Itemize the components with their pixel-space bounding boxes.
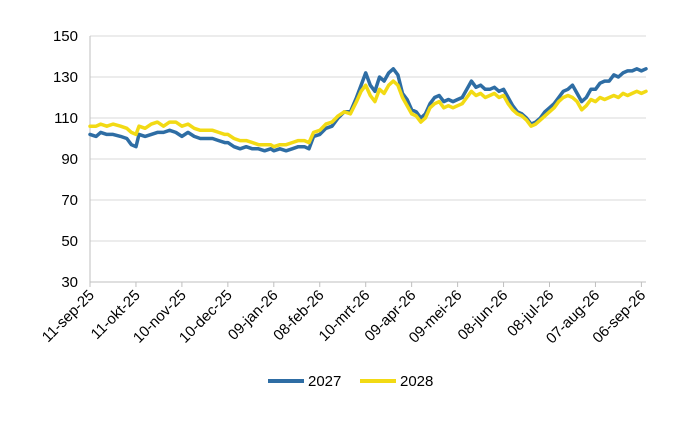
- y-tick-label: 110: [54, 110, 78, 127]
- axes: 3050709011013015011-sep-2511-okt-2510-no…: [39, 28, 649, 347]
- legend-label: 2027: [308, 373, 341, 390]
- y-tick-label: 150: [53, 28, 78, 45]
- series-line-2027: [88, 67, 648, 153]
- y-tick-label: 90: [61, 151, 78, 168]
- gridlines: [90, 35, 646, 242]
- series-lines: [88, 67, 648, 153]
- x-tick-label: 11-sep-25: [39, 287, 98, 346]
- y-tick-label: 70: [61, 192, 78, 209]
- x-tick-label: 08-jun-26: [455, 287, 512, 344]
- y-tick-label: 30: [61, 274, 78, 291]
- legend: 2027 2028: [268, 373, 433, 390]
- series-line-2028: [88, 79, 648, 149]
- legend-label: 2028: [400, 373, 433, 390]
- y-tick-label: 130: [53, 69, 78, 86]
- y-tick-label: 50: [61, 233, 78, 250]
